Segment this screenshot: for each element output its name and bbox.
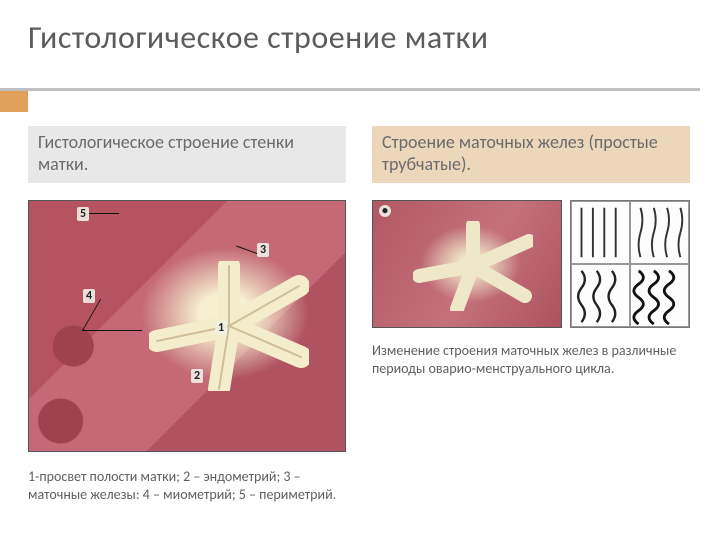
uterus-wall-histology-image: 5 3 4 1 2 xyxy=(28,200,346,452)
lumen-shape xyxy=(149,261,309,391)
phase-panel xyxy=(630,264,689,327)
gland-lumen-shape xyxy=(413,221,533,311)
right-caption: Изменение строения маточных желез в разл… xyxy=(372,342,690,377)
right-section-heading: Строение маточных желез (простые трубчат… xyxy=(372,126,690,183)
page-title: Гистологическое строение матки xyxy=(28,18,700,67)
phase-panel xyxy=(571,201,630,264)
label-3: 3 xyxy=(257,243,269,257)
uterine-gland-histology-image: • xyxy=(372,200,562,328)
title-block: Гистологическое строение матки xyxy=(28,18,700,67)
label-5: 5 xyxy=(77,207,89,221)
title-underline xyxy=(0,88,700,91)
accent-decoration xyxy=(0,90,28,112)
gland-phase-diagrams xyxy=(570,200,690,328)
label-2: 2 xyxy=(191,369,203,383)
label-1: 1 xyxy=(215,321,227,335)
leader-line xyxy=(89,213,119,214)
phase-panel xyxy=(630,201,689,264)
leader-line xyxy=(236,246,257,254)
phase-panel xyxy=(571,264,630,327)
label-4: 4 xyxy=(83,289,95,303)
marker-dot: • xyxy=(379,205,391,217)
left-section-heading: Гистологическое строение стенки матки. xyxy=(28,126,346,183)
left-caption: 1-просвет полости матки; 2 – эндометрий;… xyxy=(28,468,346,503)
